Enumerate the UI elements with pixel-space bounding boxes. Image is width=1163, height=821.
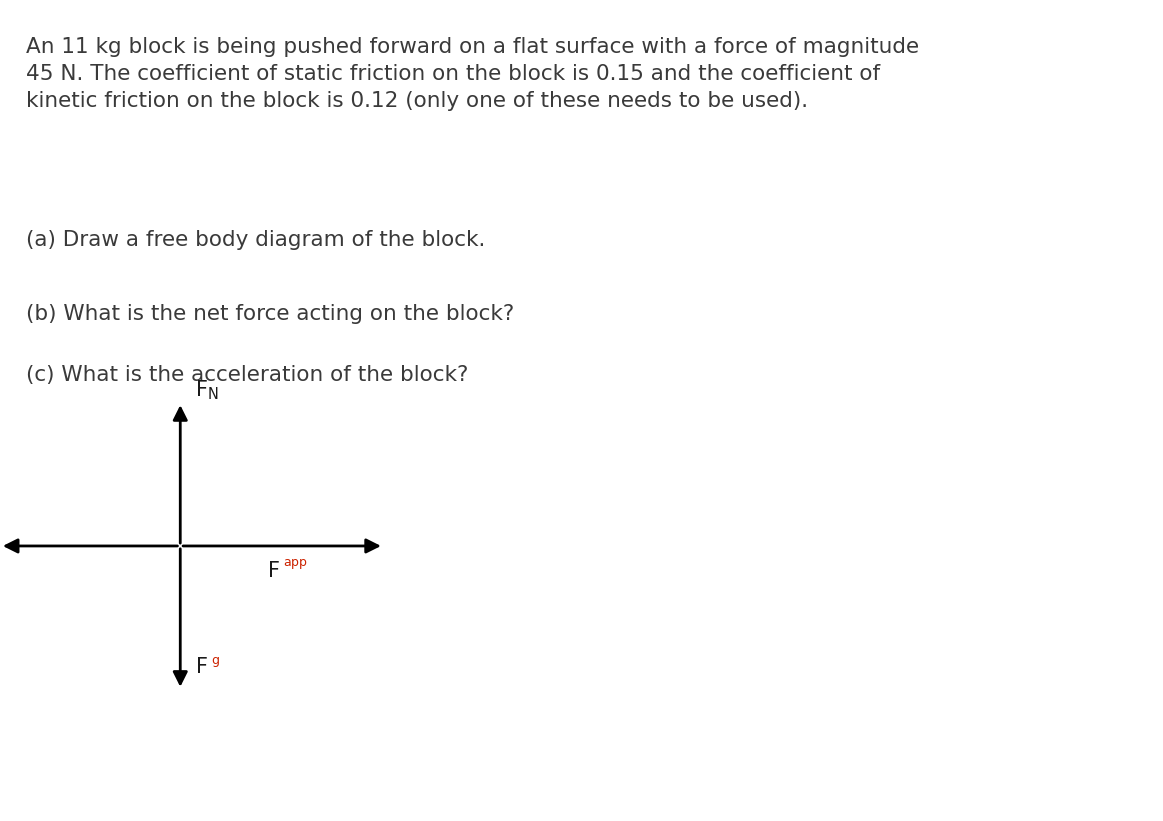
Text: $\mathregular{F}$: $\mathregular{F}$ bbox=[195, 657, 208, 677]
Text: (c) What is the acceleration of the block?: (c) What is the acceleration of the bloc… bbox=[26, 365, 468, 385]
Text: $\mathregular{g}$: $\mathregular{g}$ bbox=[211, 655, 220, 669]
Text: $\mathregular{app}$: $\mathregular{app}$ bbox=[283, 557, 307, 571]
Text: $\mathregular{F}$: $\mathregular{F}$ bbox=[267, 561, 280, 580]
Text: (a) Draw a free body diagram of the block.: (a) Draw a free body diagram of the bloc… bbox=[26, 230, 485, 250]
Text: An 11 kg block is being pushed forward on a flat surface with a force of magnitu: An 11 kg block is being pushed forward o… bbox=[26, 37, 919, 112]
Text: $\mathregular{F}_{\mathregular{N}}$: $\mathregular{F}_{\mathregular{N}}$ bbox=[195, 378, 219, 402]
Text: (b) What is the net force acting on the block?: (b) What is the net force acting on the … bbox=[26, 304, 514, 323]
